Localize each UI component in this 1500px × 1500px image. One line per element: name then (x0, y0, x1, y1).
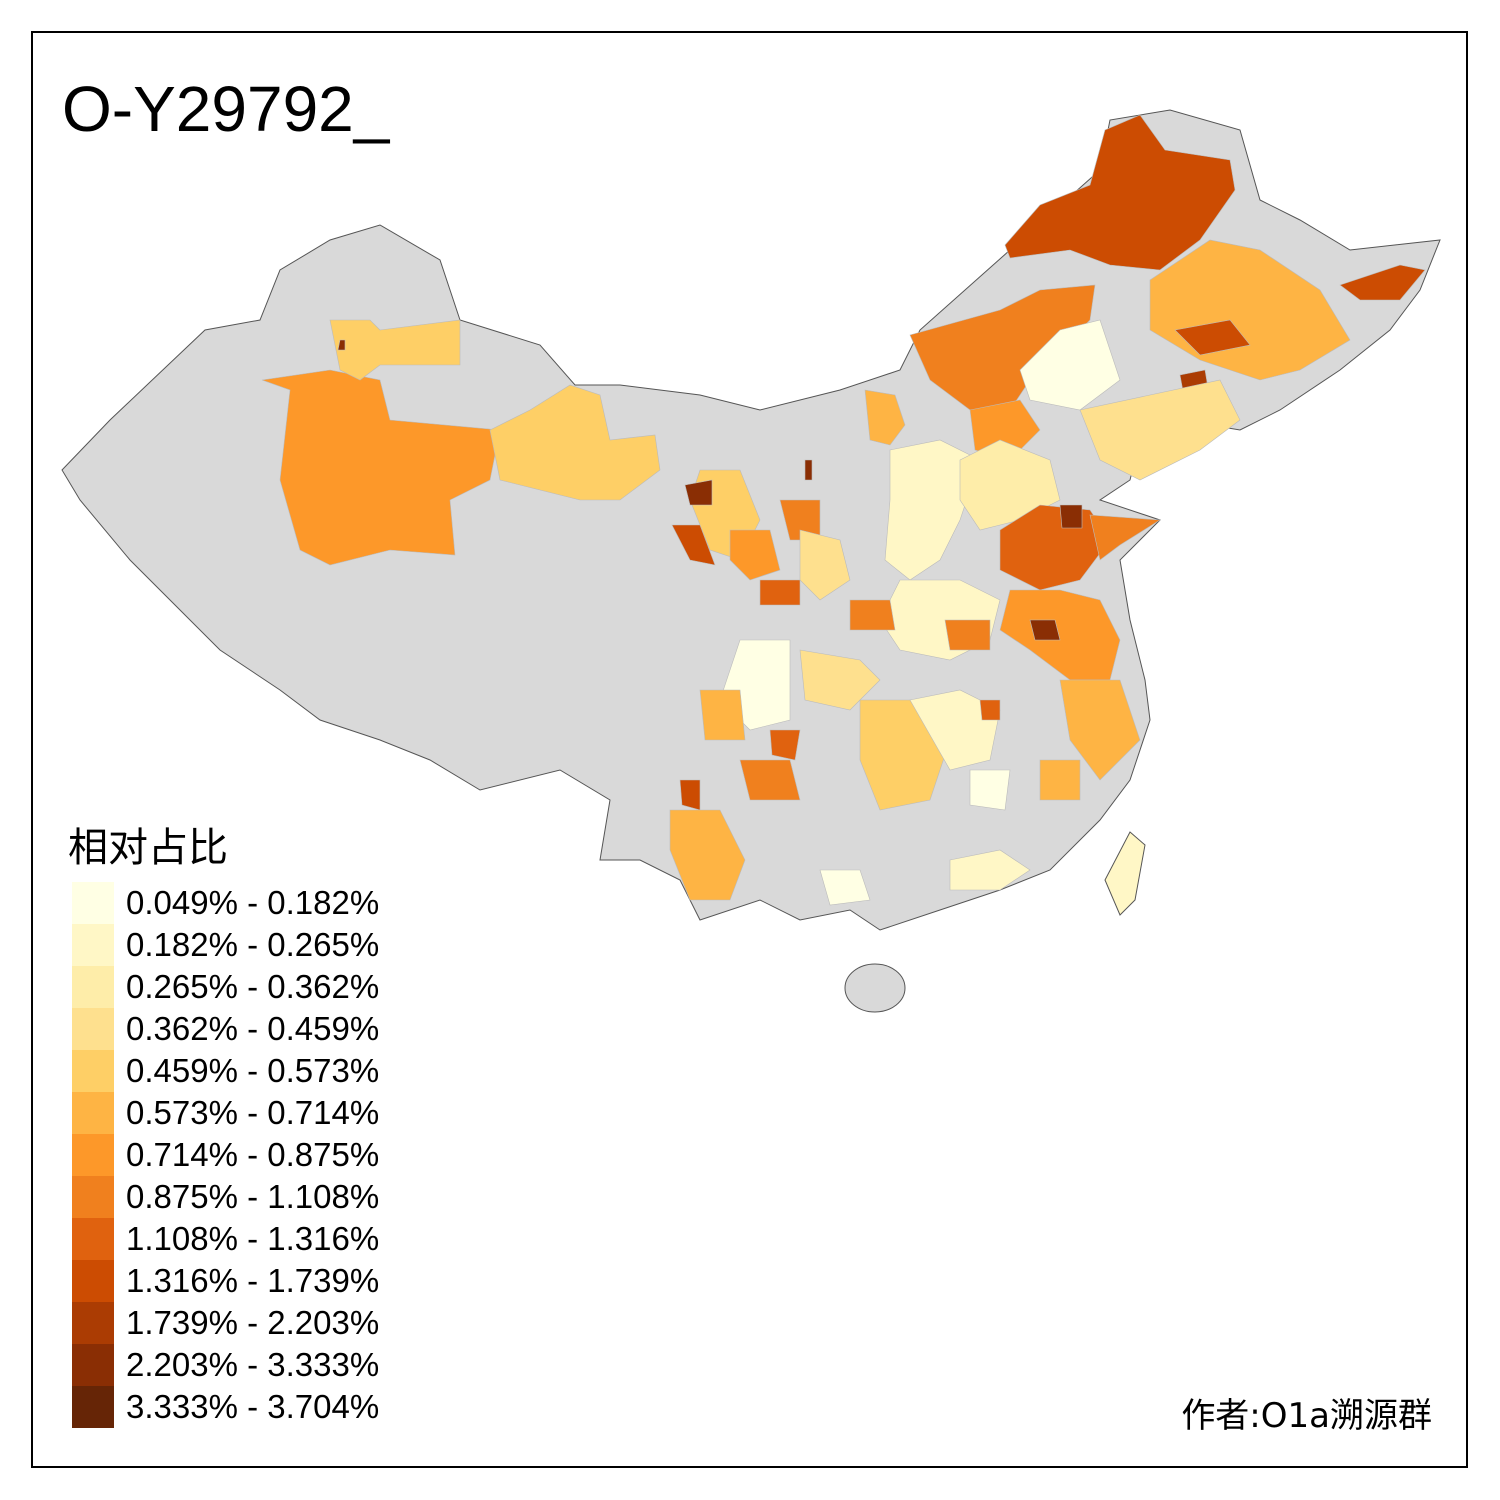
map-region (969, 399, 1041, 461)
map-region (799, 529, 851, 601)
legend-swatch (72, 1008, 114, 1050)
legend-swatch (72, 1176, 114, 1218)
map-region (1059, 679, 1141, 781)
map-region (329, 319, 461, 381)
legend-item: 3.333% - 3.704% (72, 1386, 379, 1428)
legend-item: 1.316% - 1.739% (72, 1260, 379, 1302)
legend-item: 0.182% - 0.265% (72, 924, 379, 966)
legend-label: 2.203% - 3.333% (126, 1346, 380, 1383)
legend: 0.049% - 0.182% 0.182% - 0.265% 0.265% - 0… (72, 882, 379, 1428)
legend-swatch (72, 882, 114, 924)
map-region (1004, 114, 1236, 271)
legend-swatch (72, 1134, 114, 1176)
legend-item: 1.739% - 2.203% (72, 1302, 379, 1344)
map-region (999, 504, 1111, 591)
map-region (969, 769, 1011, 811)
legend-item: 0.265% - 0.362% (72, 966, 379, 1008)
legend-item: 2.203% - 3.333% (72, 1344, 379, 1386)
map-region (1019, 319, 1121, 411)
legend-item: 0.362% - 0.459% (72, 1008, 379, 1050)
legend-title: 相对占比 (68, 825, 228, 871)
legend-swatch (72, 1092, 114, 1134)
legend-item: 0.875% - 1.108% (72, 1176, 379, 1218)
map-title: O-Y29792_ (62, 73, 390, 145)
legend-swatch (72, 924, 114, 966)
legend-swatch (72, 1050, 114, 1092)
map-region (699, 689, 746, 741)
legend-swatch (72, 1260, 114, 1302)
map-region (884, 439, 981, 581)
map-region (261, 369, 501, 566)
map-region (949, 849, 1031, 891)
legend-swatch (72, 1302, 114, 1344)
legend-label: 1.108% - 1.316% (126, 1220, 380, 1257)
legend-swatch (72, 1344, 114, 1386)
map-region (1339, 264, 1426, 301)
legend-item: 0.714% - 0.875% (72, 1134, 379, 1176)
map-region (671, 524, 716, 566)
map-region (769, 729, 801, 761)
legend-label: 0.875% - 1.108% (126, 1178, 380, 1215)
map-region (864, 389, 906, 446)
map-region (1039, 759, 1081, 801)
legend-label: 0.182% - 0.265% (126, 926, 380, 963)
legend-label: 0.573% - 0.714% (126, 1094, 380, 1131)
legend-label: 0.265% - 0.362% (126, 968, 380, 1005)
map-region (729, 529, 781, 581)
map-region (759, 579, 801, 606)
legend-swatch (72, 1218, 114, 1260)
legend-item: 0.049% - 0.182% (72, 882, 379, 924)
legend-label: 0.459% - 0.573% (126, 1052, 380, 1089)
map-region (337, 339, 346, 351)
map-region (1089, 514, 1161, 561)
hainan-island (844, 963, 906, 1013)
author-credit: 作者:O1a溯源群 (1181, 1396, 1432, 1436)
map-region (1059, 504, 1083, 529)
legend-item: 0.459% - 0.573% (72, 1050, 379, 1092)
map-region (669, 809, 746, 901)
map-region (1079, 379, 1241, 481)
map-region (909, 689, 1001, 771)
map-region (979, 699, 1001, 721)
legend-label: 0.714% - 0.875% (126, 1136, 380, 1173)
map-region (739, 759, 801, 801)
map-region (1029, 619, 1061, 641)
legend-label: 0.362% - 0.459% (126, 1010, 380, 1047)
legend-label: 3.333% - 3.704% (126, 1388, 380, 1425)
map-region (804, 459, 813, 481)
map-region (684, 479, 713, 506)
legend-swatch (72, 1386, 114, 1428)
map-region (1174, 319, 1251, 356)
legend-swatch (72, 966, 114, 1008)
map-region (849, 599, 896, 631)
map-region (819, 869, 871, 906)
map-region (489, 384, 661, 501)
taiwan-island (1104, 831, 1146, 916)
legend-item: 0.573% - 0.714% (72, 1092, 379, 1134)
map-region (944, 619, 991, 651)
legend-label: 1.739% - 2.203% (126, 1304, 380, 1341)
map-frame (31, 31, 1468, 1468)
legend-label: 1.316% - 1.739% (126, 1262, 380, 1299)
map-region (679, 779, 701, 811)
map-region (799, 649, 881, 711)
legend-label: 0.049% - 0.182% (126, 884, 380, 921)
legend-item: 1.108% - 1.316% (72, 1218, 379, 1260)
